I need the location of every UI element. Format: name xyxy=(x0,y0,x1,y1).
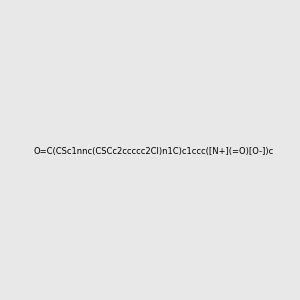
Text: O=C(CSc1nnc(CSCc2ccccc2Cl)n1C)c1ccc([N+](=O)[O-])c: O=C(CSc1nnc(CSCc2ccccc2Cl)n1C)c1ccc([N+]… xyxy=(34,147,274,156)
